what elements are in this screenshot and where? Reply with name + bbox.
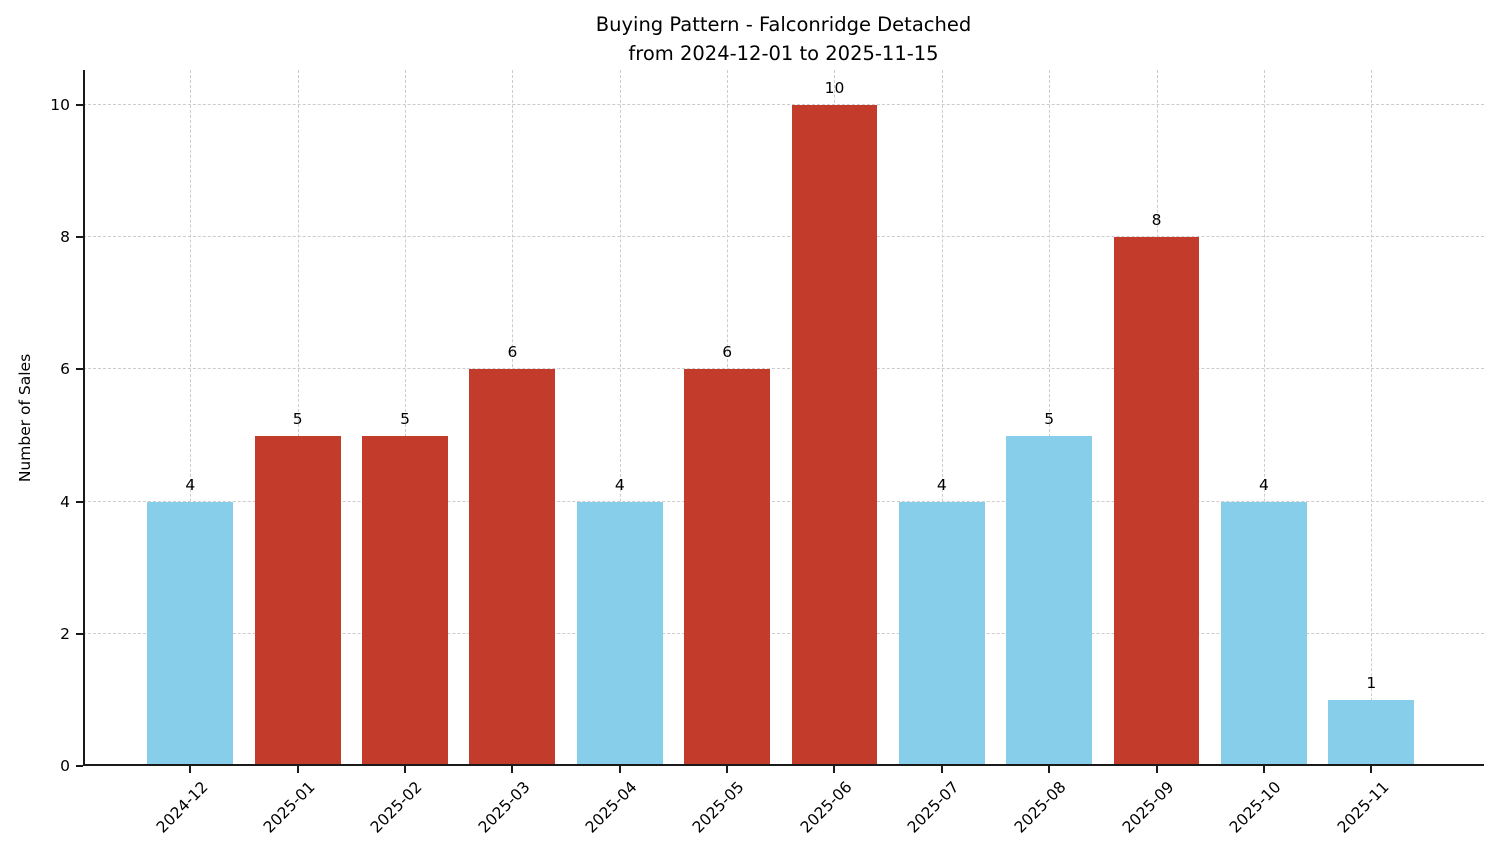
plot-area: 0 2 4 6 8 10 4 2024-12 5 2025-01 5 2025-02 6 2025-03 4… <box>50 70 1484 837</box>
bar <box>469 369 556 766</box>
bar-value-label: 4 <box>1258 475 1269 494</box>
x-tick-mark <box>1262 766 1265 773</box>
x-tick-label: 2025-05 <box>689 778 748 837</box>
x-tick-mark <box>189 766 192 773</box>
x-gridline <box>297 70 299 766</box>
x-tick-mark <box>618 766 621 773</box>
chart-title-line1: Buying Pattern - Falconridge Detached <box>595 13 972 36</box>
x-tick-label: 2025-11 <box>1333 778 1392 837</box>
chart-title: Buying Pattern - Falconridge Detached fr… <box>83 10 1484 68</box>
y-gridline <box>83 104 1484 106</box>
bar-value-label: 6 <box>507 343 518 362</box>
x-tick-label: 2025-08 <box>1011 778 1070 837</box>
x-tick-mark <box>511 766 514 773</box>
y-tick-label: 0 <box>60 757 70 775</box>
bar <box>791 105 878 766</box>
x-tick-label: 2024-12 <box>152 778 212 837</box>
x-gridline <box>190 70 192 766</box>
y-gridline <box>83 632 1484 634</box>
y-tick-mark <box>76 765 83 767</box>
x-gridline <box>1371 70 1373 766</box>
bar <box>147 501 234 766</box>
x-tick-mark <box>404 766 407 773</box>
x-tick-mark <box>296 766 299 773</box>
bar <box>1328 699 1415 766</box>
x-gridline <box>1049 70 1051 766</box>
y-tick-mark <box>76 632 83 635</box>
x-tick-label: 2025-06 <box>796 778 856 837</box>
y-tick-label: 2 <box>60 624 70 643</box>
y-tick-label: 8 <box>60 228 70 247</box>
x-tick-label: 2025-02 <box>367 778 426 837</box>
y-gridline <box>83 368 1484 370</box>
bar-value-label: 8 <box>1151 211 1162 230</box>
y-tick-mark <box>76 500 83 503</box>
y-axis-label: Number of Sales <box>16 353 34 483</box>
bar-value-label: 6 <box>722 343 733 362</box>
x-tick-mark <box>1155 766 1158 773</box>
y-tick-label: 6 <box>60 360 70 379</box>
bar-value-label: 5 <box>1044 409 1055 428</box>
y-gridline <box>83 500 1484 502</box>
bar-value-label: 5 <box>292 409 303 428</box>
x-tick-mark <box>726 766 729 773</box>
chart-title-line2: from 2024-12-01 to 2025-11-15 <box>628 42 939 65</box>
x-gridline <box>1263 70 1265 766</box>
y-gridline <box>83 236 1484 238</box>
x-gridline <box>405 70 407 766</box>
x-tick-label: 2025-01 <box>259 778 319 837</box>
x-axis-spine <box>83 764 1484 766</box>
y-tick-mark <box>76 368 83 371</box>
bar-value-label: 4 <box>614 475 625 494</box>
x-tick-label: 2025-04 <box>581 778 641 837</box>
x-gridline <box>619 70 621 766</box>
bar-value-label: 4 <box>936 475 947 494</box>
bar-value-label: 5 <box>400 409 410 428</box>
bar <box>254 435 341 766</box>
y-axis-spine <box>83 70 85 766</box>
x-tick-mark <box>1370 766 1373 773</box>
y-tick-mark <box>76 104 83 107</box>
bar <box>684 369 771 766</box>
y-tick-label: 10 <box>50 96 70 115</box>
y-tick-mark <box>76 236 83 239</box>
x-tick-mark <box>940 766 943 773</box>
bar <box>1006 435 1093 766</box>
x-gridline <box>941 70 943 766</box>
x-tick-label: 2025-07 <box>904 778 963 837</box>
bar-value-label: 4 <box>185 475 196 494</box>
bar <box>576 501 663 766</box>
x-tick-mark <box>833 766 836 773</box>
x-tick-label: 2025-09 <box>1118 778 1178 837</box>
bar-value-label: 10 <box>824 79 845 98</box>
bar <box>898 501 985 766</box>
bar <box>1113 237 1200 766</box>
bar <box>1220 501 1307 766</box>
x-tick-label: 2025-10 <box>1226 778 1285 837</box>
y-tick-label: 4 <box>60 492 70 511</box>
x-tick-label: 2025-03 <box>474 778 534 837</box>
x-tick-mark <box>1048 766 1051 773</box>
bar <box>362 435 448 766</box>
bar-value-label: 1 <box>1366 673 1377 692</box>
